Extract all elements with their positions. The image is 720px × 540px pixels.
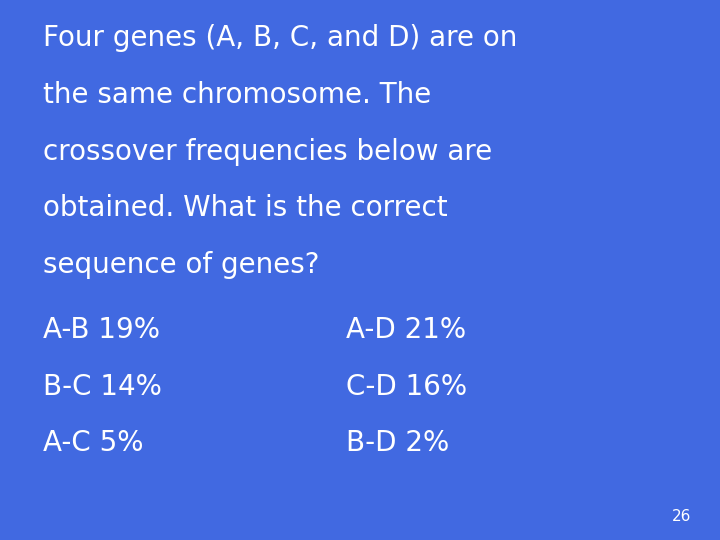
Text: Four genes (A, B, C, and D) are on: Four genes (A, B, C, and D) are on [43, 24, 518, 52]
Text: 26: 26 [672, 509, 691, 524]
Text: crossover frequencies below are: crossover frequencies below are [43, 138, 492, 166]
Text: sequence of genes?: sequence of genes? [43, 251, 320, 279]
Text: B-D 2%: B-D 2% [346, 429, 449, 457]
Text: C-D 16%: C-D 16% [346, 373, 467, 401]
Text: A-D 21%: A-D 21% [346, 316, 466, 344]
Text: A-B 19%: A-B 19% [43, 316, 160, 344]
Text: A-C 5%: A-C 5% [43, 429, 144, 457]
Text: the same chromosome. The: the same chromosome. The [43, 81, 431, 109]
Text: B-C 14%: B-C 14% [43, 373, 162, 401]
Text: obtained. What is the correct: obtained. What is the correct [43, 194, 448, 222]
